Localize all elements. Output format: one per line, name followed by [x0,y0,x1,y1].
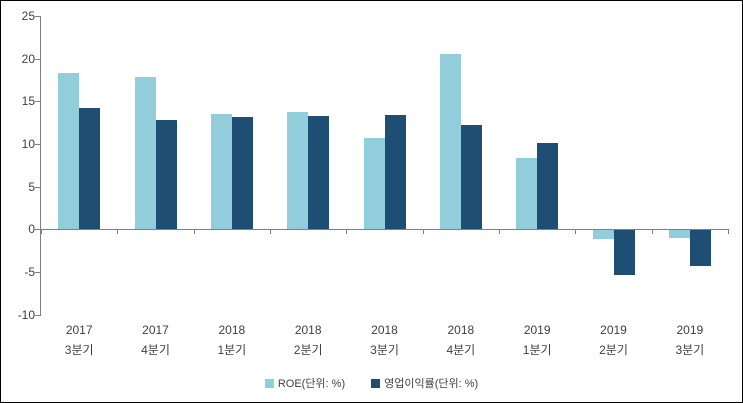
y-axis-line [40,16,41,316]
x-category-label-quarter: 1분기 [217,343,247,357]
x-category-label-quarter: 4분기 [141,343,170,357]
bar-roe [58,73,80,230]
x-axis-tick [422,229,424,235]
x-category-label: 2018 2분기 [270,320,346,360]
bar-operating-margin [689,230,711,267]
bar-operating-margin [613,230,635,275]
y-axis-tick [35,229,40,231]
legend-swatch-roe [264,378,274,388]
x-axis-tick [41,229,42,235]
legend-label-operating-margin: 영업이익률(단위: %) [384,378,479,390]
x-category-label-quarter: 4분기 [446,343,476,357]
x-category-label: 2019 3분기 [652,320,728,360]
y-axis-tick [35,58,40,60]
bar-roe [592,230,614,239]
x-category-label-year: 2017 [142,323,169,337]
bar-roe [516,158,538,230]
y-tick-label: 20 [21,51,35,66]
legend: ROE(단위: %) 영업이익률(단위: %) [1,374,742,392]
x-category-label-year: 2019 [523,323,551,337]
bar-roe [363,137,385,230]
x-category-label: 2017 4분기 [117,320,193,360]
y-axis-tick [35,143,40,145]
x-category-label: 2017 3분기 [41,320,117,360]
x-category-label: 2018 1분기 [194,320,270,360]
x-category-label: 2019 2분기 [575,320,651,360]
x-category-label-quarter: 3분기 [64,343,94,357]
x-axis-tick [651,229,653,235]
x-category-label-year: 2018 [294,323,322,337]
x-category-label-quarter: 1분기 [522,343,552,357]
legend-item-operating-margin: 영업이익률(단위: %) [371,375,478,391]
x-category-label-year: 2017 [65,323,93,337]
x-category-label: 2018 4분기 [423,320,499,360]
y-tick-label: 0 [28,222,35,237]
y-axis-tick [35,16,40,17]
bar-operating-margin [384,114,406,230]
x-axis-tick [270,229,271,235]
bar-operating-margin [460,125,482,230]
bar-operating-margin [231,117,253,230]
bar-operating-margin [79,108,101,230]
bar-roe [439,53,461,230]
y-tick-label: 25 [21,9,35,23]
y-tick-label: -5 [24,264,35,279]
legend-swatch-operating-margin [371,378,381,388]
bar-operating-margin [537,143,559,230]
x-category-label-year: 2019 [600,323,627,337]
legend-label-roe: ROE(단위: %) [277,378,346,390]
x-category-label-quarter: 3분기 [675,343,705,357]
x-category-label: 2019 1분기 [499,320,575,360]
y-tick-label: -10 [17,307,35,322]
legend-item-roe: ROE(단위: %) [264,375,346,391]
x-axis-tick [193,229,195,235]
bar-operating-margin [155,120,177,230]
bar-roe [668,230,690,238]
y-axis-tick [35,101,40,103]
x-axis-tick [499,229,500,235]
y-axis-tick [35,314,40,316]
x-category-label-quarter: 2분기 [293,343,323,357]
y-tick-label: 15 [21,94,35,109]
x-axis-tick [575,229,577,235]
y-tick-label: 10 [21,136,35,151]
bar-roe [287,111,309,230]
bar-roe [210,114,232,230]
x-axis-tick [117,229,119,235]
x-category-label-quarter: 3분기 [370,343,399,357]
x-category-label-year: 2018 [218,323,246,337]
x-category-label-year: 2018 [447,323,475,337]
bar-operating-margin [308,115,330,230]
y-axis-tick [35,271,40,273]
x-axis-line [40,229,728,231]
x-category-label-year: 2019 [676,323,704,337]
x-category-label-year: 2018 [371,323,398,337]
bar-roe [134,77,156,230]
y-axis-tick [35,186,40,188]
y-tick-label: 5 [28,179,35,194]
x-category-label: 2018 3분기 [346,320,422,360]
x-category-label-quarter: 2분기 [599,343,628,357]
x-axis-tick [728,229,729,235]
x-axis-tick [346,229,348,235]
